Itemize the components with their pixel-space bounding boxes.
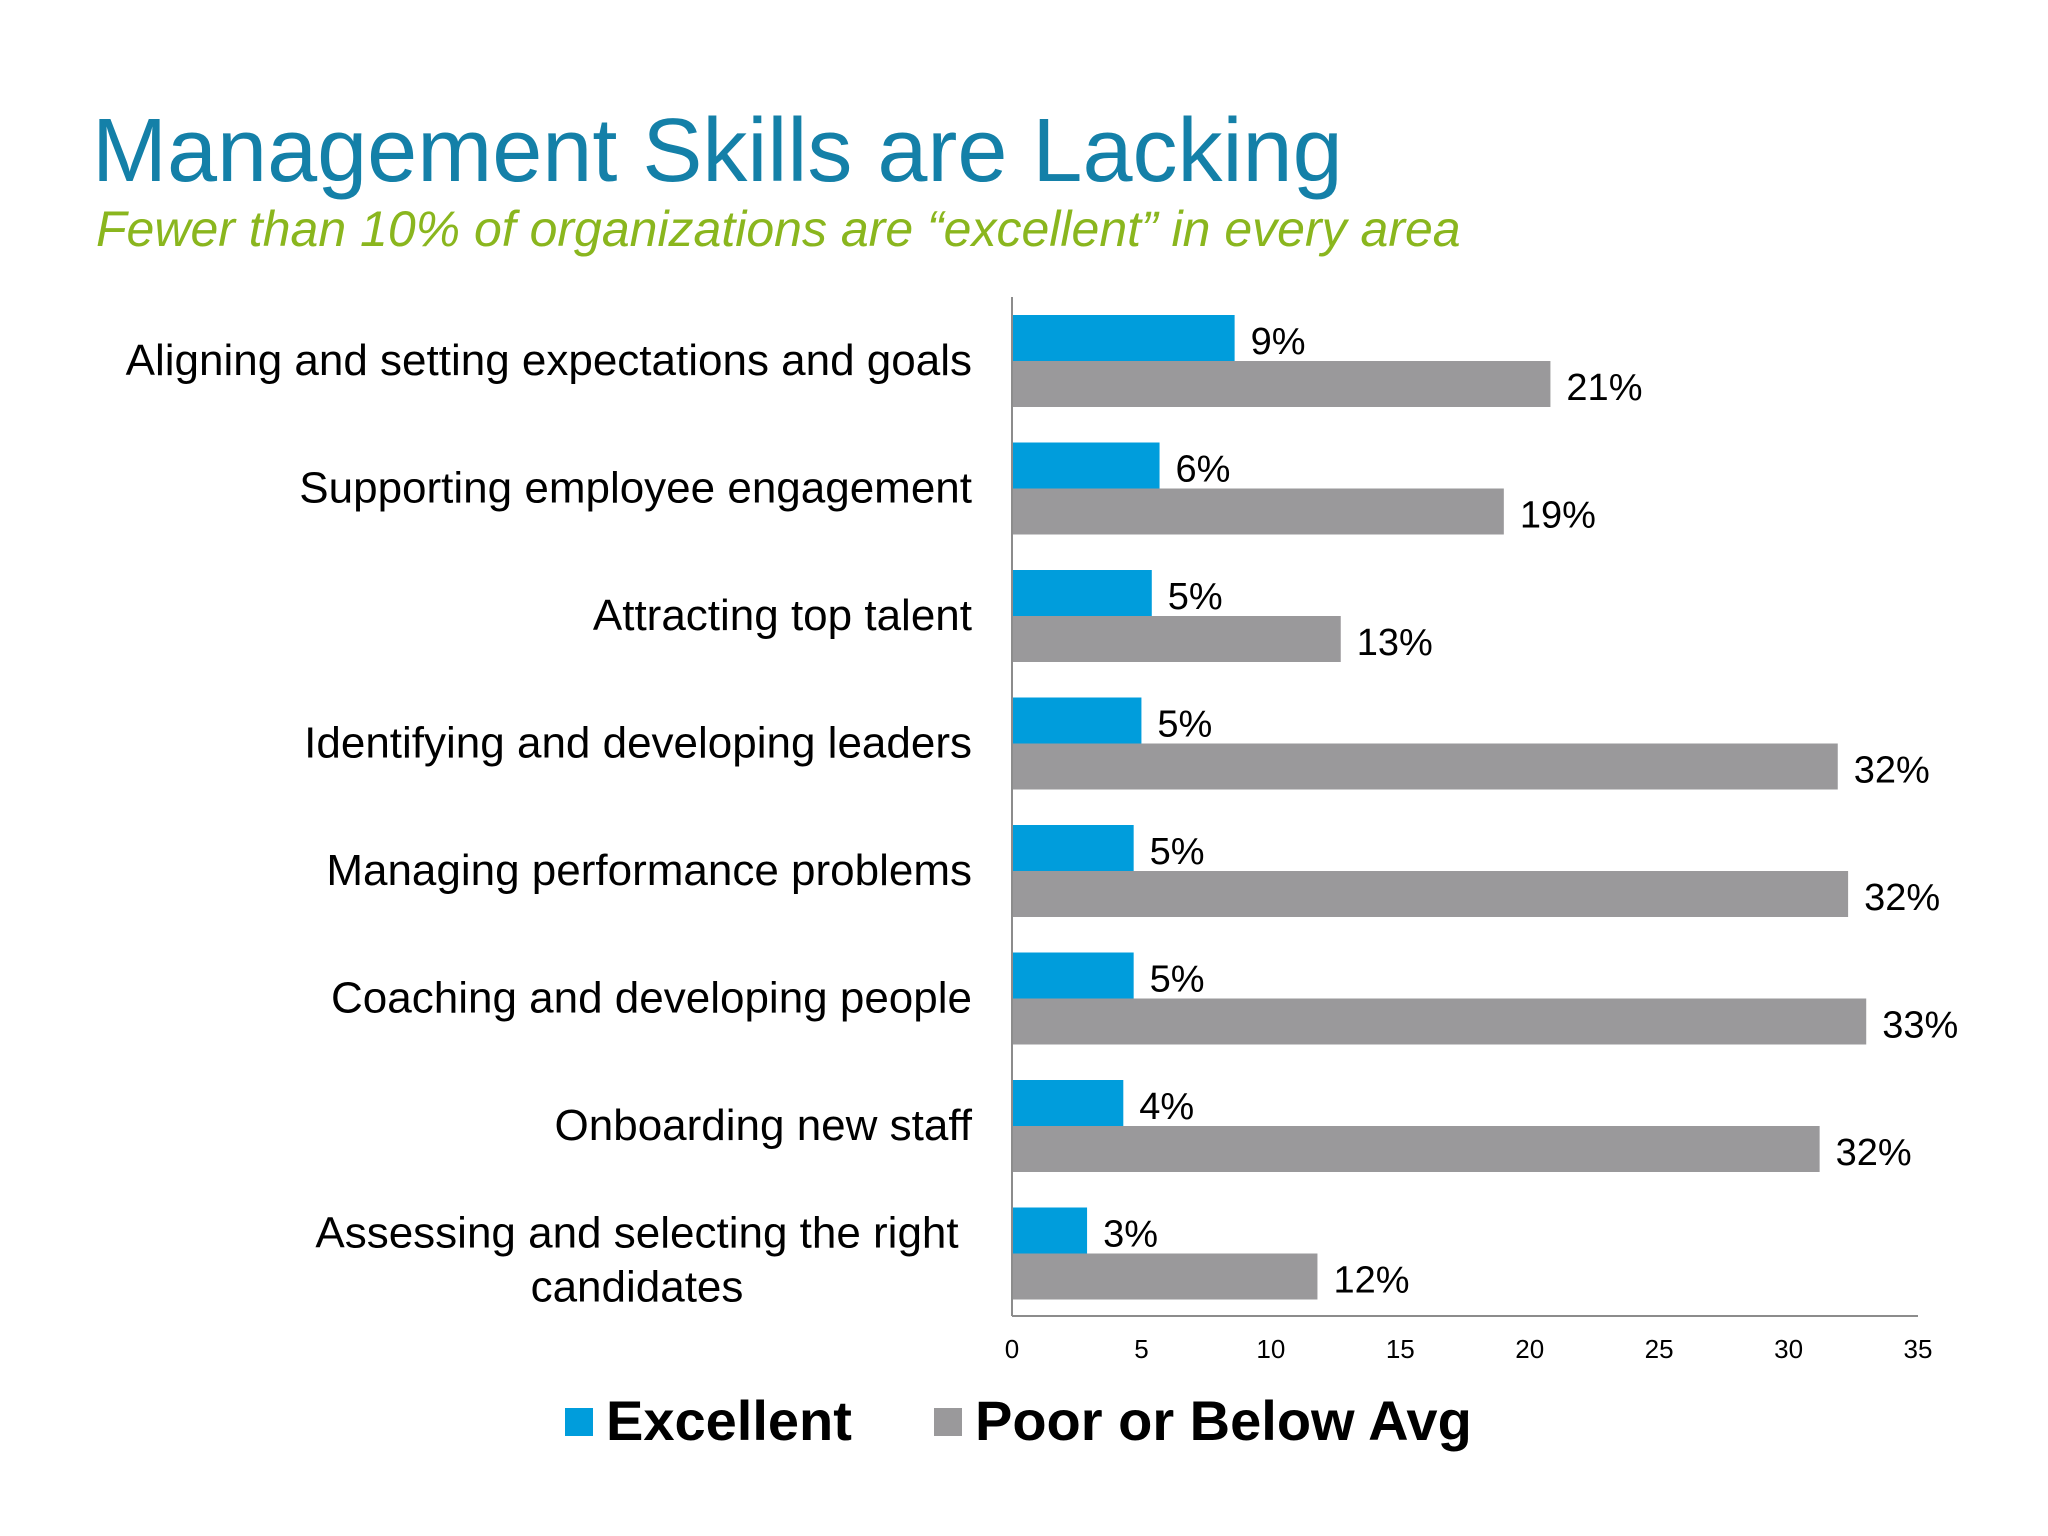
excellent-bar (1012, 1080, 1124, 1126)
poor-value-label: 21% (1566, 367, 1642, 409)
x-tick-label: 10 (1256, 1334, 1285, 1364)
x-tick-label: 5 (1134, 1334, 1148, 1364)
legend: Excellent Poor or Below Avg (565, 1389, 1472, 1452)
x-tick-label: 0 (1005, 1334, 1019, 1364)
legend-swatch-excellent (565, 1408, 593, 1436)
x-tick-label: 20 (1515, 1334, 1544, 1364)
excellent-value-label: 5% (1150, 831, 1205, 873)
excellent-bar (1012, 952, 1134, 999)
excellent-bar (1012, 315, 1235, 361)
category-label: Coaching and developing people (331, 974, 972, 1023)
poor-value-label: 32% (1854, 750, 1930, 792)
category-label: Identifying and developing leaders (304, 719, 972, 768)
category-label: Onboarding new staff (555, 1101, 973, 1150)
poor-value-label: 33% (1882, 1005, 1958, 1047)
category-label: Supporting employee engagement (299, 464, 972, 513)
excellent-bar (1012, 825, 1134, 871)
excellent-value-label: 6% (1176, 449, 1231, 491)
x-tick-label: 25 (1645, 1334, 1674, 1364)
bars (1012, 315, 1867, 1300)
category-label: Attracting top talent (593, 591, 972, 640)
poor-bar (1012, 1126, 1820, 1172)
poor-value-label: 13% (1357, 622, 1433, 664)
poor-value-label: 19% (1520, 495, 1596, 537)
excellent-bar (1012, 697, 1142, 744)
excellent-bar (1012, 1207, 1088, 1254)
category-label: Managing performance problems (326, 846, 972, 895)
poor-bar (1012, 361, 1551, 407)
x-tick-label: 30 (1774, 1334, 1803, 1364)
x-tick-label: 35 (1904, 1334, 1933, 1364)
excellent-value-label: 3% (1103, 1214, 1158, 1256)
excellent-bar (1012, 570, 1152, 616)
poor-bar (1012, 488, 1504, 535)
category-label: Aligning and setting expectations and go… (126, 336, 972, 385)
legend-swatch-poor (934, 1408, 962, 1436)
poor-value-label: 32% (1864, 877, 1940, 919)
x-tick-label: 15 (1386, 1334, 1415, 1364)
chart-title: Management Skills are Lacking (92, 101, 1343, 201)
excellent-value-label: 5% (1150, 959, 1205, 1001)
poor-bar (1012, 743, 1838, 790)
excellent-bar (1012, 442, 1160, 489)
poor-value-label: 12% (1333, 1260, 1409, 1302)
legend-label-excellent: Excellent (606, 1389, 852, 1452)
value-labels: 9% 21% 6% 19% 5% 13% 5% 32% 5% 32% 5% 33% 4% 32% 3% 12% (1103, 321, 1958, 1302)
poor-bar (1012, 1253, 1318, 1300)
excellent-value-label: 9% (1251, 321, 1306, 363)
excellent-value-label: 5% (1157, 704, 1212, 746)
excellent-value-label: 5% (1168, 576, 1223, 618)
poor-bar (1012, 871, 1849, 917)
chart-subtitle: Fewer than 10% of organizations are “exc… (96, 201, 1461, 257)
category-labels: Aligning and setting expectations and go… (126, 336, 973, 1312)
category-label: Assessing and selecting the right candida… (315, 1209, 958, 1312)
poor-value-label: 32% (1836, 1132, 1912, 1174)
excellent-value-label: 4% (1139, 1086, 1194, 1128)
legend-label-poor: Poor or Below Avg (975, 1389, 1472, 1452)
poor-bar (1012, 998, 1867, 1045)
axes: 0 5 10 15 20 25 30 35 (1005, 297, 1933, 1364)
poor-bar (1012, 616, 1341, 662)
